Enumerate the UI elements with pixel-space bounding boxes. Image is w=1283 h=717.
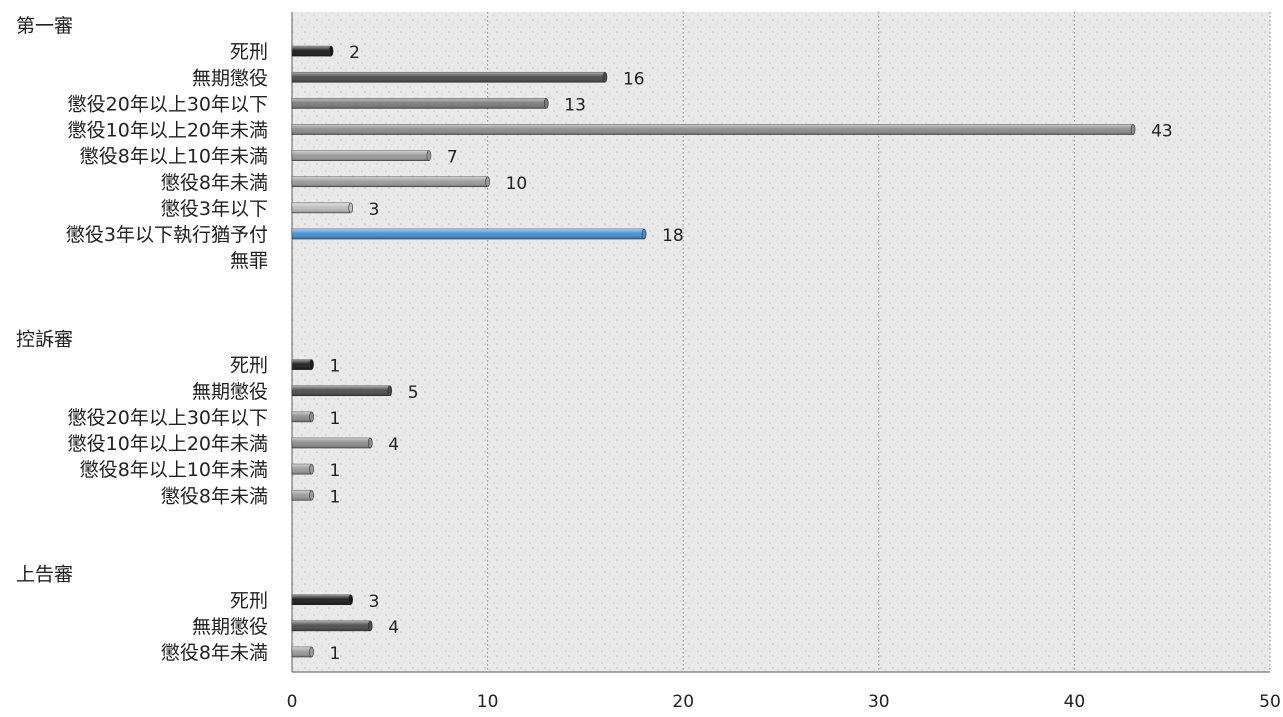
bar-end-cap [309, 646, 314, 658]
data-label: 1 [330, 409, 341, 429]
group-title: 第一審 [16, 15, 73, 37]
bar-highlight [292, 72, 605, 83]
bar-highlight [292, 385, 390, 396]
bar-highlight [292, 202, 351, 213]
category-label: 無罪 [230, 250, 268, 272]
category-label: 懲役8年未満 [161, 485, 268, 507]
bar-end-cap [309, 359, 314, 370]
bar-highlight [292, 150, 429, 161]
bar-end-cap [543, 98, 549, 109]
bar-end-cap [641, 228, 647, 240]
bar-highlight [292, 490, 312, 501]
category-label: 懲役8年以上10年未満 [80, 459, 268, 481]
bar-end-cap [348, 202, 353, 214]
data-label: 43 [1151, 122, 1173, 142]
category-label: 死刑 [230, 41, 268, 63]
x-tick-label: 10 [477, 692, 499, 712]
bar-highlight [292, 438, 371, 448]
x-tick-label: 50 [1259, 692, 1281, 712]
data-label: 1 [330, 487, 341, 507]
category-label: 懲役10年以上20年未満 [68, 433, 268, 455]
category-label: 懲役8年未満 [161, 172, 268, 194]
data-label: 2 [349, 43, 360, 63]
bar-end-cap [1130, 124, 1136, 135]
data-label: 1 [330, 357, 341, 377]
x-tick-label: 20 [672, 692, 694, 712]
bar-highlight [292, 464, 312, 475]
bar-highlight [292, 124, 1134, 135]
bar-end-cap [387, 385, 393, 397]
bar-end-cap [348, 594, 353, 606]
category-label: 死刑 [230, 590, 268, 612]
data-label: 16 [623, 69, 645, 89]
bar-end-cap [309, 489, 314, 501]
category-label: 懲役8年以上10年未満 [80, 146, 268, 168]
data-label: 1 [330, 644, 341, 664]
bar-highlight [292, 411, 312, 422]
data-label: 5 [408, 383, 419, 403]
category-label: 無期懲役 [192, 381, 268, 403]
group-title: 控訴審 [16, 329, 73, 351]
category-label: 懲役3年以下執行猶予付 [66, 224, 268, 246]
data-label: 1 [330, 461, 341, 481]
plot-area [292, 12, 1270, 672]
data-label: 13 [564, 95, 586, 115]
bar-highlight [292, 594, 351, 605]
bar-end-cap [485, 176, 490, 188]
bar-highlight [292, 176, 488, 187]
category-label: 懲役20年以上30年以下 [68, 93, 268, 115]
category-label: 懲役20年以上30年以下 [68, 407, 268, 429]
category-label: 無期懲役 [192, 616, 268, 638]
x-tick-label: 30 [868, 692, 890, 712]
x-tick-label: 40 [1064, 692, 1086, 712]
bar-highlight [292, 98, 547, 109]
bar-end-cap [602, 71, 608, 83]
category-label: 懲役10年以上20年未満 [68, 120, 268, 142]
group-title: 上告審 [16, 564, 73, 586]
data-label: 18 [662, 226, 684, 246]
data-label: 4 [388, 618, 399, 638]
data-label: 4 [388, 435, 399, 455]
bar-highlight [292, 647, 312, 657]
bar-end-cap [309, 411, 314, 423]
category-label: 懲役3年以下 [161, 198, 268, 220]
x-tick-label: 0 [287, 692, 298, 712]
bar-end-cap [426, 150, 432, 161]
data-label: 7 [447, 148, 458, 168]
data-label: 3 [369, 200, 380, 220]
data-label: 3 [369, 592, 380, 612]
bar-end-cap [367, 437, 373, 449]
category-label: 懲役8年未満 [161, 642, 268, 664]
bar-highlight [292, 229, 645, 239]
bar-highlight [292, 359, 312, 370]
bar-end-cap [309, 463, 314, 475]
bar-highlight [292, 620, 371, 631]
bar-highlight [292, 46, 332, 57]
bar-end-cap [367, 620, 373, 632]
category-label: 死刑 [230, 355, 268, 377]
bar-end-cap [328, 45, 334, 57]
category-label: 無期懲役 [192, 67, 268, 89]
data-label: 10 [506, 174, 528, 194]
